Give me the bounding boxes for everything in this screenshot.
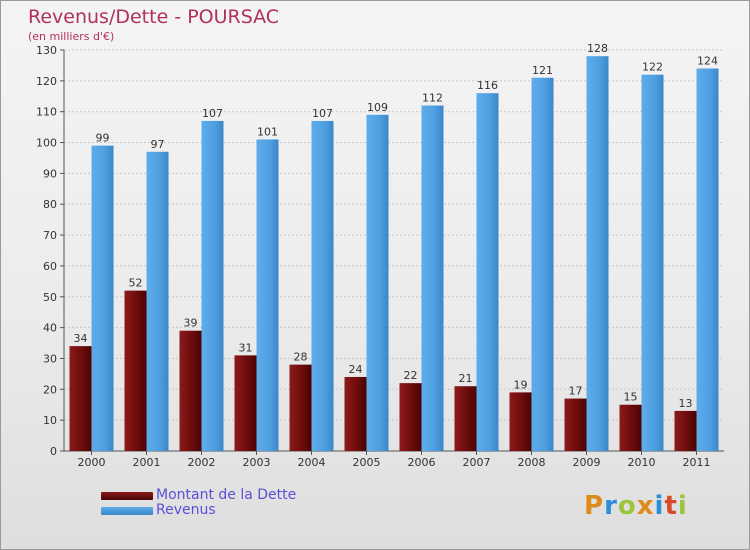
bar-debt xyxy=(69,346,92,451)
legend: Montant de la Dette Revenus xyxy=(101,488,296,518)
bar-revenus xyxy=(531,77,554,451)
y-tick-label: 110 xyxy=(36,106,57,119)
bar-debt xyxy=(399,383,422,451)
data-label-revenus: 99 xyxy=(96,132,110,145)
data-label-debt: 22 xyxy=(404,369,418,382)
proxiti-logo: Proxiti xyxy=(584,491,688,521)
legend-item-debt: Montant de la Dette xyxy=(101,488,296,503)
data-label-debt: 39 xyxy=(184,317,198,330)
chart-subtitle: (en milliers d'€) xyxy=(28,30,115,43)
x-tick-label: 2005 xyxy=(353,456,381,469)
bar-revenus xyxy=(201,120,224,451)
x-tick-label: 2004 xyxy=(298,456,326,469)
x-tick-label: 2007 xyxy=(463,456,491,469)
x-tick-label: 2011 xyxy=(683,456,711,469)
bar-debt xyxy=(344,376,367,451)
data-label-revenus: 109 xyxy=(367,101,388,114)
bar-revenus xyxy=(476,93,499,451)
logo-letter: r xyxy=(604,491,618,521)
data-label-debt: 19 xyxy=(514,378,528,391)
data-label-revenus: 121 xyxy=(532,64,553,77)
bar-debt xyxy=(124,290,147,451)
x-tick-label: 2010 xyxy=(628,456,656,469)
x-tick-label: 2006 xyxy=(408,456,436,469)
y-tick-label: 0 xyxy=(50,445,57,458)
y-tick-label: 80 xyxy=(43,198,57,211)
logo-letter: t xyxy=(664,491,678,521)
chart-title: Revenus/Dette - POURSAC xyxy=(28,6,280,28)
legend-label-revenus: Revenus xyxy=(156,502,216,518)
data-label-debt: 34 xyxy=(74,332,88,345)
bar-revenus xyxy=(366,114,389,452)
bar-debt xyxy=(289,364,312,451)
bar-revenus xyxy=(311,120,334,451)
data-label-debt: 31 xyxy=(239,341,253,354)
y-tick-label: 90 xyxy=(43,167,57,180)
legend-label-debt: Montant de la Dette xyxy=(156,487,297,503)
data-label-revenus: 107 xyxy=(312,107,333,120)
x-tick-label: 2001 xyxy=(133,456,161,469)
data-label-revenus: 97 xyxy=(151,138,165,151)
data-label-debt: 24 xyxy=(349,363,363,376)
data-label-debt: 15 xyxy=(624,391,638,404)
y-tick-label: 50 xyxy=(43,291,57,304)
data-label-revenus: 101 xyxy=(257,125,278,138)
y-tick-label: 70 xyxy=(43,229,57,242)
data-label-debt: 13 xyxy=(679,397,693,410)
bar-revenus xyxy=(256,139,279,451)
x-tick-label: 2009 xyxy=(573,456,601,469)
data-label-debt: 17 xyxy=(569,385,583,398)
y-tick-label: 20 xyxy=(43,383,57,396)
bar-revenus xyxy=(586,56,609,452)
data-label-revenus: 112 xyxy=(422,92,443,105)
x-tick-label: 2008 xyxy=(518,456,546,469)
bar-chart: 0 10 20 30 40 50 60 70 80 90 100 110 120 130 2000 34 99… xyxy=(36,42,724,469)
data-label-revenus: 124 xyxy=(697,55,718,68)
bar-debt xyxy=(674,410,697,451)
bar-revenus xyxy=(696,68,719,451)
y-tick-label: 30 xyxy=(43,352,57,365)
legend-swatch-revenus xyxy=(101,506,153,515)
bar-debt xyxy=(454,386,477,451)
x-tick-label: 2003 xyxy=(243,456,271,469)
logo-letter: o xyxy=(617,491,637,521)
legend-swatch-debt xyxy=(101,491,153,500)
y-tick-label: 100 xyxy=(36,137,57,150)
data-label-revenus: 128 xyxy=(587,42,608,55)
data-label-debt: 21 xyxy=(459,372,473,385)
bar-debt xyxy=(179,330,202,451)
data-label-debt: 28 xyxy=(294,351,308,364)
bar-revenus xyxy=(146,151,169,452)
bar-debt xyxy=(564,398,587,451)
logo-letter: x xyxy=(636,491,655,521)
y-tick-label: 40 xyxy=(43,322,57,335)
bar-debt xyxy=(619,404,642,451)
x-tick-label: 2000 xyxy=(78,456,106,469)
y-tick-label: 120 xyxy=(36,75,57,88)
bar-revenus xyxy=(91,145,114,451)
bar-debt xyxy=(234,355,257,451)
y-tick-label: 130 xyxy=(36,44,57,57)
bar-revenus xyxy=(641,74,664,451)
x-tick-label: 2002 xyxy=(188,456,216,469)
logo-letter: i xyxy=(677,491,688,521)
data-label-revenus: 107 xyxy=(202,107,223,120)
y-tick-label: 60 xyxy=(43,260,57,273)
logo-letter: P xyxy=(584,491,605,521)
y-tick-label: 10 xyxy=(43,414,57,427)
bar-debt xyxy=(509,392,532,451)
legend-item-revenus: Revenus xyxy=(101,503,296,518)
data-label-revenus: 122 xyxy=(642,61,663,74)
data-label-revenus: 116 xyxy=(477,79,498,92)
logo-letter: i xyxy=(654,491,665,521)
bar-revenus xyxy=(421,105,444,452)
data-label-debt: 52 xyxy=(129,277,143,290)
